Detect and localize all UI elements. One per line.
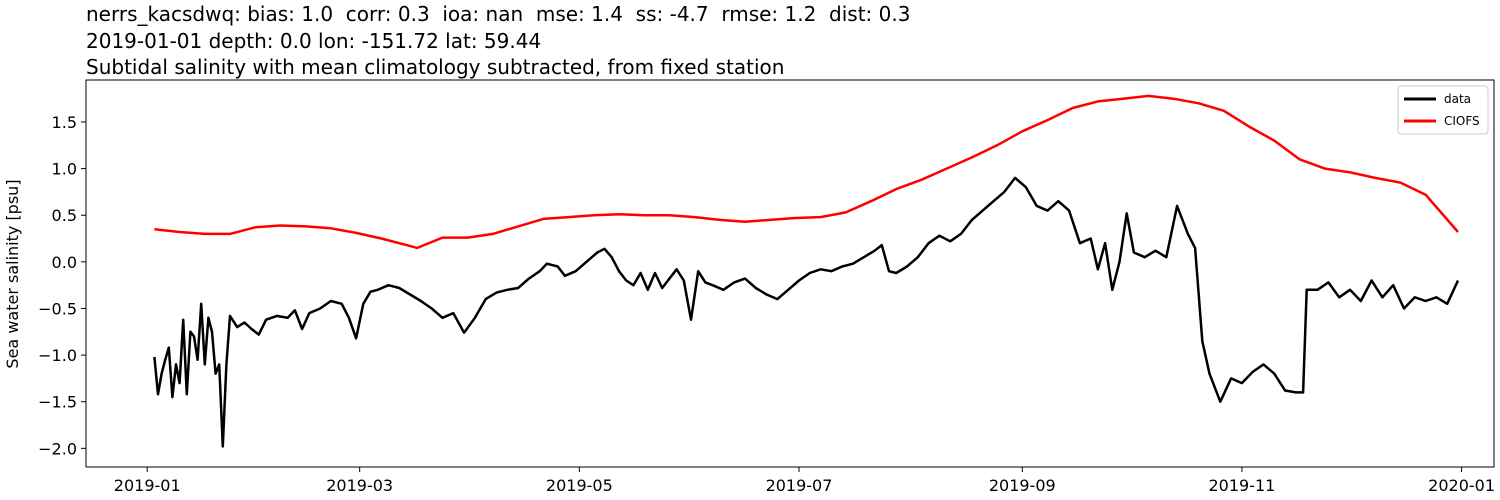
series-layer xyxy=(153,94,1460,448)
series-line-data xyxy=(153,176,1460,448)
x-tick-label: 2019-05 xyxy=(546,476,613,495)
x-tick-label: 2019-07 xyxy=(766,476,833,495)
y-axis: 1.5 1.0 0.5 0.0 −0.5 −1.0 −1.5 −2.0 xyxy=(38,113,86,458)
chart-title-line-2: 2019-01-01 depth: 0.0 lon: -151.72 lat: … xyxy=(86,29,542,53)
chart-title-line-3: Subtidal salinity with mean climatology … xyxy=(86,55,785,79)
legend-label-ciofs: CIOFS xyxy=(1444,114,1480,128)
series-line-ciofs xyxy=(154,94,1459,250)
y-tick-label: 1.0 xyxy=(52,160,77,179)
legend-label-data: data xyxy=(1444,92,1471,106)
y-tick-label: 0.0 xyxy=(52,253,77,272)
y-tick-label: 1.5 xyxy=(52,113,77,132)
y-axis-label: Sea water salinity [psu] xyxy=(3,179,22,368)
y-tick-label: 0.5 xyxy=(52,206,77,225)
y-tick-label: −1.0 xyxy=(38,346,77,365)
x-axis: 2019-01 2019-03 2019-05 2019-07 2019-09 2019-… xyxy=(114,467,1495,495)
x-tick-label: 2020-01 xyxy=(1428,476,1495,495)
plot-area-frame xyxy=(85,79,1495,468)
chart-title-line-1: nerrs_kacsdwq: bias: 1.0 corr: 0.3 ioa: … xyxy=(86,2,911,26)
x-tick-label: 2019-01 xyxy=(114,476,181,495)
y-tick-label: −0.5 xyxy=(38,299,77,318)
x-tick-label: 2019-11 xyxy=(1208,476,1275,495)
y-tick-label: −2.0 xyxy=(38,439,77,458)
legend: data CIOFS xyxy=(1397,85,1489,135)
x-tick-label: 2019-03 xyxy=(326,476,393,495)
x-tick-label: 2019-09 xyxy=(989,476,1056,495)
y-tick-label: −1.5 xyxy=(38,393,77,412)
